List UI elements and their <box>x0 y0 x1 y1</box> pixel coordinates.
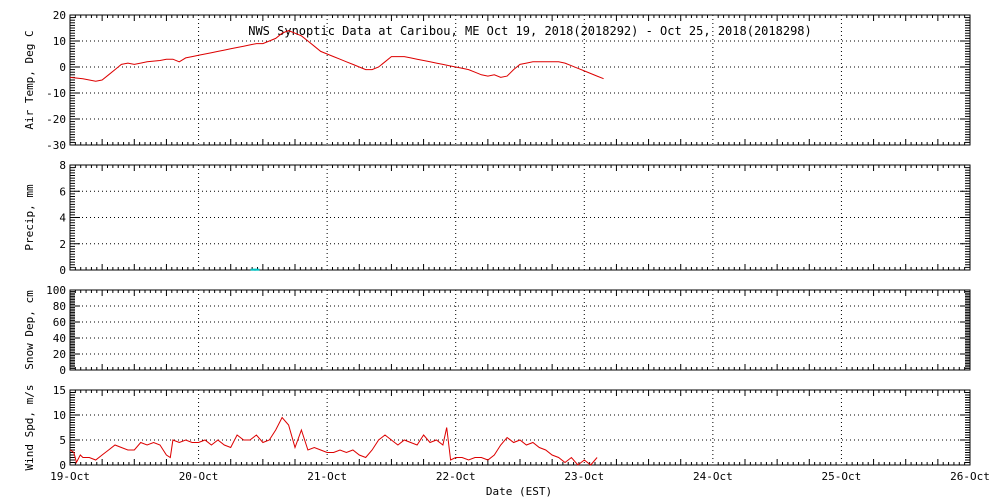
y-tick-label: 100 <box>46 284 66 297</box>
x-tick-label: 19-Oct <box>50 470 90 483</box>
x-tick-label: 22-Oct <box>436 470 476 483</box>
y-tick-label: -10 <box>46 87 66 100</box>
x-tick-label: 24-Oct <box>693 470 733 483</box>
x-tick-label: 20-Oct <box>179 470 219 483</box>
panel-frame <box>69 389 971 466</box>
y-axis-label: Snow Dep, cm <box>23 290 36 370</box>
precip-bar <box>250 268 256 271</box>
x-tick-label: 23-Oct <box>564 470 604 483</box>
y-tick-label: -20 <box>46 113 66 126</box>
panel-frame <box>69 289 971 371</box>
panel-2: 0 2 4 6 8 Precip, mm <box>23 159 971 277</box>
series-line <box>69 30 604 82</box>
x-tick-label: 21-Oct <box>307 470 347 483</box>
y-tick-label: 0 <box>59 61 66 74</box>
panel-frame <box>69 14 971 146</box>
x-tick-label: 25-Oct <box>822 470 862 483</box>
series-line <box>69 416 598 466</box>
y-tick-label: -30 <box>46 139 66 152</box>
panel-frame <box>69 164 971 271</box>
y-tick-label: 15 <box>53 384 66 397</box>
y-axis-label: Precip, mm <box>23 184 36 251</box>
y-tick-label: 40 <box>53 332 66 345</box>
y-tick-label: 2 <box>59 238 66 251</box>
y-axis-label: Air Temp, Deg C <box>23 30 36 129</box>
y-tick-label: 4 <box>59 212 66 225</box>
precip-bar <box>254 268 260 271</box>
x-tick-label: 26-Oct <box>950 470 990 483</box>
y-tick-label: 0 <box>59 364 66 377</box>
chart-title: NWS Synoptic Data at Caribou, ME Oct 19,… <box>248 24 812 38</box>
y-tick-label: 8 <box>59 159 66 172</box>
y-tick-label: 20 <box>53 9 66 22</box>
panel-3: 0 20 40 60 80 100 Snow Dep, cm <box>23 284 971 377</box>
y-tick-label: 20 <box>53 348 66 361</box>
y-tick-label: 0 <box>59 264 66 277</box>
y-tick-label: 5 <box>59 434 66 447</box>
x-axis-label: Date (EST) <box>486 485 552 498</box>
panel-4: 0 5 10 15 Wind Spd, m/s <box>23 384 971 472</box>
panel-1: -30 -20 -10 0 10 20 Air Temp, Deg C <box>23 9 971 152</box>
y-axis-label: Wind Spd, m/s <box>23 384 36 470</box>
y-tick-label: 10 <box>53 409 66 422</box>
y-tick-label: 6 <box>59 185 66 198</box>
y-tick-label: 0 <box>59 459 66 472</box>
y-tick-label: 10 <box>53 35 66 48</box>
y-tick-label: 60 <box>53 316 66 329</box>
y-tick-label: 80 <box>53 300 66 313</box>
